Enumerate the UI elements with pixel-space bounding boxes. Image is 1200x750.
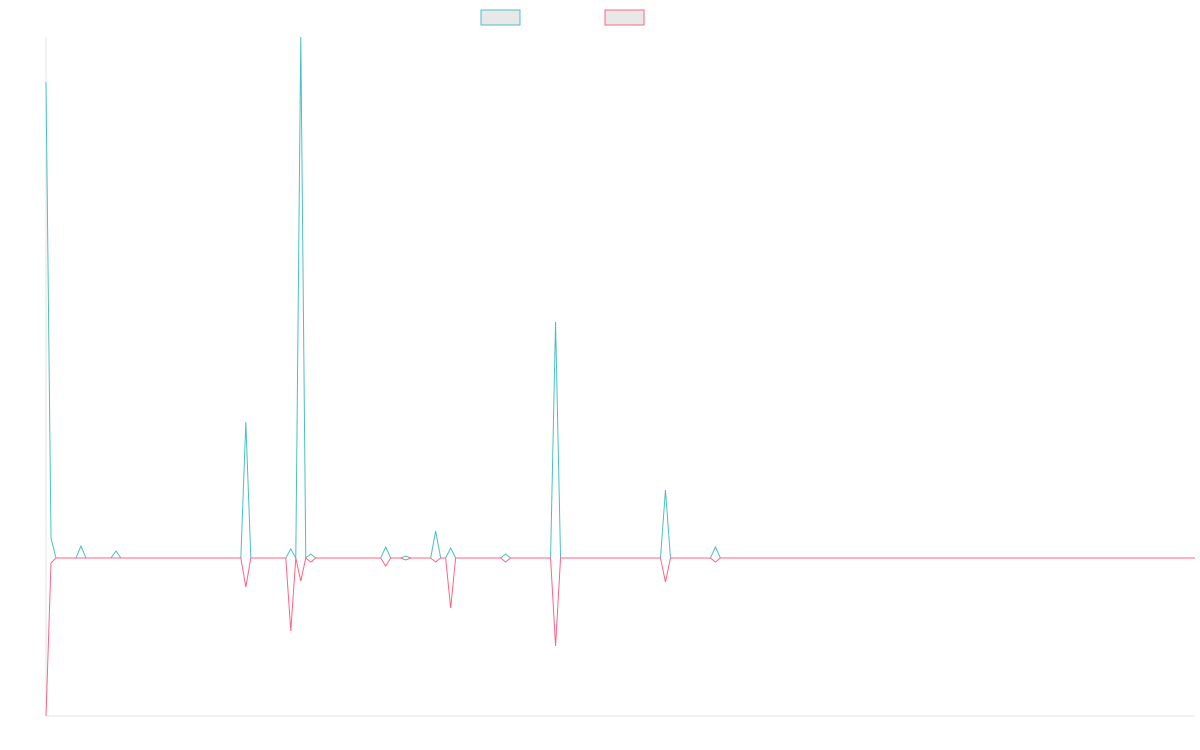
legend-swatch — [480, 9, 521, 26]
series-line — [45, 36, 1195, 560]
legend-swatch — [604, 9, 645, 26]
series-line — [45, 557, 1195, 717]
